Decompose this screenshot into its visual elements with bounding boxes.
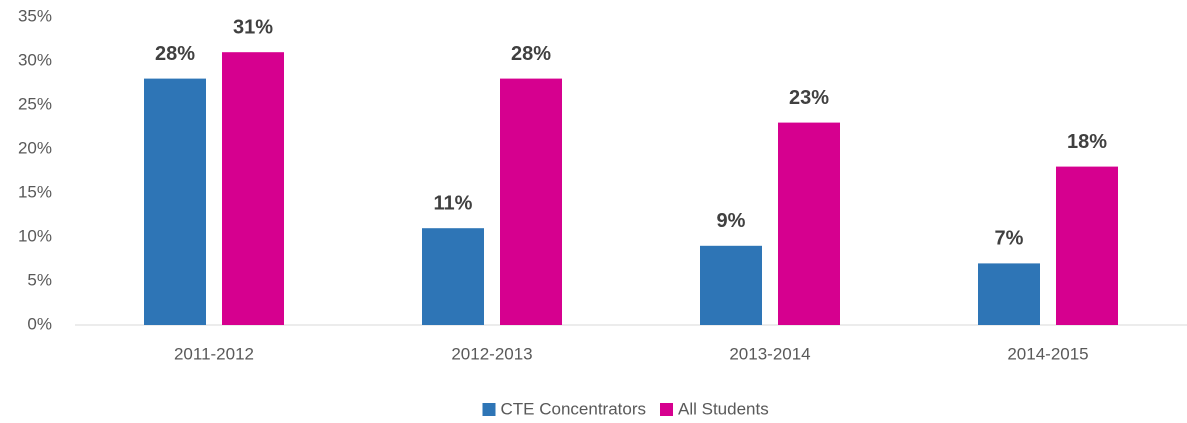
bar xyxy=(144,78,206,325)
data-label: 28% xyxy=(155,43,195,65)
bar xyxy=(500,78,562,325)
data-label: 31% xyxy=(233,16,273,38)
x-tick-label: 2011-2012 xyxy=(174,344,254,363)
y-tick-label: 15% xyxy=(18,182,52,201)
data-label: 9% xyxy=(717,210,746,232)
legend-label: All Students xyxy=(678,399,769,418)
y-tick-label: 5% xyxy=(27,270,52,289)
data-label: 23% xyxy=(789,87,829,109)
bar xyxy=(222,52,284,325)
bar xyxy=(978,263,1040,325)
y-tick-label: 10% xyxy=(18,226,52,245)
bar xyxy=(778,122,840,325)
legend-swatch xyxy=(660,403,673,416)
y-tick-label: 35% xyxy=(18,6,52,25)
x-tick-label: 2013-2014 xyxy=(729,344,810,363)
data-label: 18% xyxy=(1067,131,1107,153)
y-tick-label: 30% xyxy=(18,50,52,69)
data-label: 11% xyxy=(434,192,473,214)
x-tick-label: 2012-2013 xyxy=(451,344,532,363)
legend-swatch xyxy=(482,403,496,416)
bar xyxy=(422,228,484,325)
data-label: 7% xyxy=(995,228,1024,250)
legend-label: CTE Concentrators xyxy=(501,399,647,418)
x-tick-label: 2014-2015 xyxy=(1007,344,1088,363)
y-tick-label: 25% xyxy=(18,94,52,113)
y-tick-label: 0% xyxy=(27,314,52,333)
y-tick-label: 20% xyxy=(18,138,52,157)
data-label: 28% xyxy=(511,43,551,65)
bar xyxy=(700,245,762,325)
bar xyxy=(1056,166,1118,325)
